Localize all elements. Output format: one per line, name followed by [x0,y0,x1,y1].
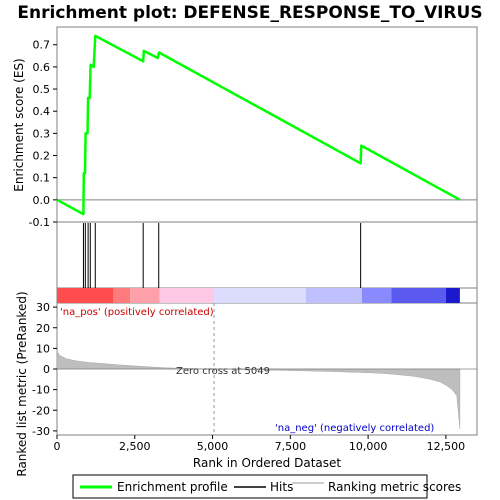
metric-y-tick-label: -10 [32,384,50,397]
rank-x-axis: 0 2,500 5,000 7,500 10,000 12,500 [54,435,466,453]
chart-title: Enrichment plot: DEFENSE_RESPONSE_TO_VIR… [17,3,482,23]
x-tick-label: 7,500 [275,440,307,453]
color-bar-segment [305,288,362,303]
es-y-tick-label: 0.2 [33,150,51,163]
es-y-tick-label: 0.7 [33,39,51,52]
x-axis-label: Rank in Ordered Dataset [193,456,341,470]
color-bar-segment [130,288,160,303]
es-y-tick-label: 0.3 [33,127,51,140]
metric-y-axis-label: Ranked list metric (PreRanked) [15,291,29,476]
color-bar-segment [391,288,446,303]
legend: Enrichment profile Hits Ranking metric s… [72,474,461,499]
hits-markers [82,223,362,288]
metric-y-tick-label: -20 [32,404,50,417]
es-y-tick-label: 0.4 [33,105,51,118]
zero-cross-label: Zero cross at 5049 [176,366,270,377]
metric-y-tick-label: -30 [32,425,50,438]
legend-label-metric: Ranking metric scores [328,480,461,494]
metric-y-tick-label: 10 [36,342,50,355]
es-y-tick-label: 0.1 [33,172,51,185]
negative-correlation-label: 'na_neg' (negatively correlated) [275,423,434,434]
color-bar-segment [113,288,131,303]
metric-y-tick-label: 0 [43,363,50,376]
x-tick-label: 5,000 [197,440,229,453]
es-y-tick-label: 0.5 [33,83,51,96]
enrichment-profile [56,34,461,216]
legend-label-hits: Hits [270,480,293,494]
color-bar-segment [159,288,215,303]
color-bar-segment [361,288,392,303]
enrichment-profile-line [56,34,461,216]
es-y-tick-label: 0.6 [33,61,51,74]
ranking-metric-area [56,303,477,435]
ranking-color-bar [57,288,460,303]
color-bar-segment [445,288,460,303]
positive-correlation-label: 'na_pos' (positively correlated) [60,307,214,318]
ranking-metric-fill [56,350,461,429]
color-bar-segment [57,288,113,303]
metric-y-axis: -30 -20 -10 0 10 20 30 [32,301,57,438]
metric-y-tick-label: 20 [36,322,50,335]
es-y-tick-label: 0.0 [33,194,51,207]
x-tick-label: 0 [54,440,61,453]
x-tick-label: 12,500 [427,440,466,453]
main-plot-frame [56,26,478,304]
x-tick-label: 10,000 [349,440,388,453]
metric-y-tick-label: 30 [36,301,50,314]
es-y-axis: -0.1 0.0 0.1 0.2 0.3 0.4 0.5 0.6 0.7 [29,39,477,229]
x-tick-label: 2,500 [119,440,151,453]
legend-label-enrichment: Enrichment profile [117,480,228,494]
es-y-axis-label: Enrichment score (ES) [12,58,26,191]
color-bar-segment [214,288,306,303]
es-y-tick-label: -0.1 [29,216,50,229]
